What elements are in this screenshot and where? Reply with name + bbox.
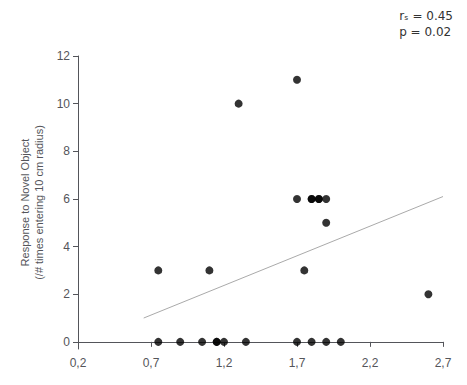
svg-text:rₛ = 0.45: rₛ = 0.45 xyxy=(399,9,453,23)
svg-text:0,2: 0,2 xyxy=(70,356,87,370)
svg-text:2,7: 2,7 xyxy=(435,356,452,370)
svg-text:0,7: 0,7 xyxy=(143,356,160,370)
svg-text:0: 0 xyxy=(63,335,70,349)
svg-text:1,7: 1,7 xyxy=(289,356,306,370)
svg-text:Response to Novel Object: Response to Novel Object xyxy=(19,139,31,267)
svg-text:1,2: 1,2 xyxy=(216,356,233,370)
svg-text:2,2: 2,2 xyxy=(362,356,379,370)
svg-text:6: 6 xyxy=(63,192,70,206)
svg-text:4: 4 xyxy=(63,240,70,254)
svg-text:2: 2 xyxy=(63,287,70,301)
svg-text:8: 8 xyxy=(63,144,70,158)
svg-text:p = 0.02: p = 0.02 xyxy=(399,25,451,39)
svg-text:(/# times entering 10 cm radiu: (/# times entering 10 cm radius) xyxy=(33,125,45,280)
svg-text:10: 10 xyxy=(57,97,71,111)
svg-text:12: 12 xyxy=(57,49,71,63)
